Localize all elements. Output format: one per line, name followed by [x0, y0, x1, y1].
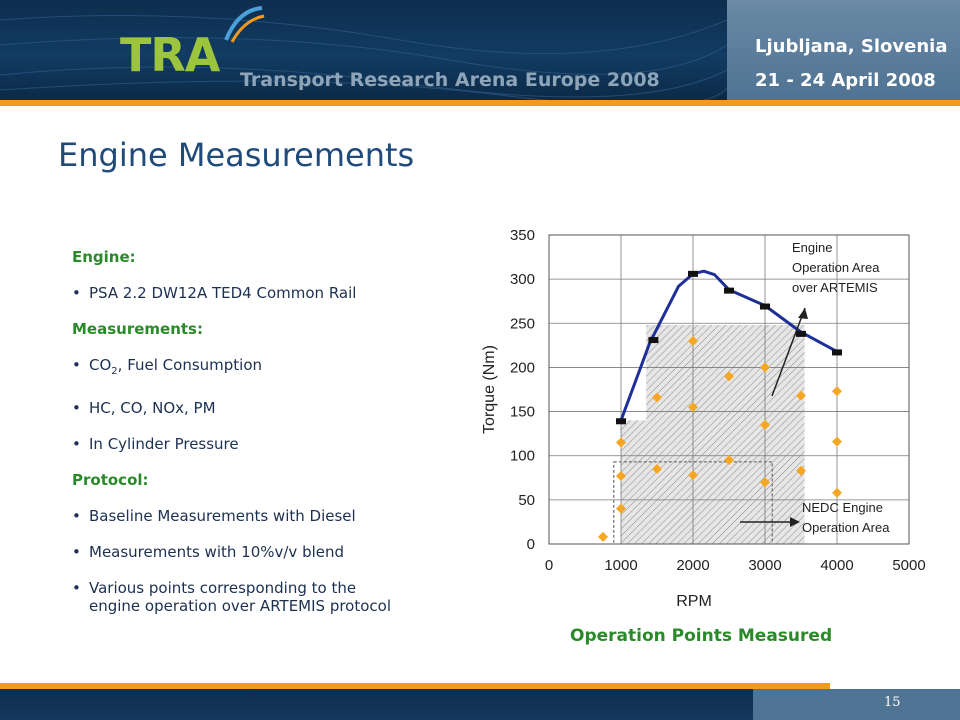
y-tick-label: 300: [510, 271, 535, 288]
header-banner: TRA Transport Research Arena Europe 2008…: [0, 0, 960, 100]
logo-swoosh-icon: [224, 6, 265, 43]
annotation-nedc-label: Operation Area: [802, 520, 890, 535]
page-number: 15: [884, 695, 901, 710]
engine-item: PSA 2.2 DW12A TED4 Common Rail: [72, 284, 422, 302]
y-tick-label: 350: [510, 227, 535, 244]
protocol-item-artemis: Various points corresponding to the engi…: [72, 579, 399, 615]
footer-accent-bar: [0, 683, 830, 689]
event-dates: 21 - 24 April 2008: [755, 70, 936, 91]
y-tick-label: 100: [510, 448, 535, 465]
annotation-artemis-arrow: [771, 307, 806, 397]
operation-point: [724, 371, 734, 382]
measurement-item-emissions: HC, CO, NOx, PM: [72, 399, 422, 417]
protocol-item-blend: Measurements with 10%v/v blend: [72, 543, 422, 561]
curve-marker: [760, 303, 770, 310]
operation-point: [598, 531, 608, 542]
operation-point: [688, 470, 698, 481]
operation-point: [688, 402, 698, 413]
operation-point: [760, 477, 770, 488]
curve-marker: [688, 270, 698, 277]
annotation-nedc-arrowhead: [790, 517, 800, 527]
protocol-header: Protocol:: [72, 471, 149, 489]
plot-frame: [548, 234, 910, 545]
x-tick-label: 0: [545, 557, 553, 574]
logo-tra: TRA: [120, 28, 220, 82]
curve-marker: [832, 349, 842, 356]
operation-point: [832, 386, 842, 397]
co2-subscript: 2: [111, 366, 118, 377]
annotation-nedc-label: NEDC Engine: [802, 500, 883, 515]
protocol-item-diesel: Baseline Measurements with Diesel: [72, 507, 422, 525]
operation-point: [760, 362, 770, 373]
x-tick-label: 4000: [820, 557, 853, 574]
curve-marker: [724, 287, 734, 294]
x-tick-label: 3000: [748, 557, 781, 574]
operation-point: [832, 436, 842, 447]
curve-marker: [648, 337, 659, 344]
operation-point: [796, 390, 806, 401]
annotation-artemis-label: over ARTEMIS: [792, 280, 878, 295]
curve-marker: [796, 330, 806, 337]
operation-point: [760, 419, 770, 430]
bullet-list: Engine: PSA 2.2 DW12A TED4 Common Rail M…: [72, 248, 422, 633]
operation-point: [832, 487, 842, 498]
banner-subtitle: Transport Research Arena Europe 2008: [240, 69, 660, 91]
annotation-artemis-label: Operation Area: [792, 260, 880, 275]
torque-rpm-chart: 0 1000 2000 3000 4000 5000 0 50 100 150 200 250 300 3…: [481, 227, 926, 610]
operation-point: [616, 471, 626, 482]
x-axis-label: RPM: [676, 593, 712, 610]
slide-title: Engine Measurements: [58, 136, 415, 174]
max-torque-curve: [619, 269, 838, 421]
header-accent-bar: [0, 100, 960, 106]
y-tick-label: 250: [510, 315, 535, 332]
y-axis-label: Torque (Nm): [481, 345, 498, 434]
operation-point: [688, 335, 698, 346]
artemis-area: [621, 325, 805, 544]
measurements-header: Measurements:: [72, 320, 203, 338]
y-tick-label: 50: [518, 492, 535, 509]
y-tick-label: 0: [527, 536, 535, 553]
annotation-artemis-label: Engine: [792, 240, 832, 255]
operation-point: [616, 503, 626, 514]
operation-point: [652, 463, 662, 474]
x-tick-label: 1000: [604, 557, 637, 574]
banner-decoration: [0, 15, 727, 100]
chart-caption: Operation Points Measured: [570, 626, 833, 646]
operation-point: [724, 455, 734, 466]
curve-marker: [616, 418, 626, 425]
y-tick-label: 150: [510, 404, 535, 421]
banner-event-panel: [727, 0, 960, 100]
operation-point: [616, 437, 626, 448]
y-tick-label: 200: [510, 359, 535, 376]
annotation-artemis-arrowhead: [798, 308, 808, 319]
event-city: Ljubljana, Slovenia: [755, 36, 948, 57]
co2-rest: , Fuel Consumption: [117, 356, 263, 374]
x-tick-label: 2000: [676, 557, 709, 574]
operation-point: [652, 392, 662, 403]
operation-point: [796, 465, 806, 476]
co2-label: CO: [89, 356, 112, 374]
engine-header: Engine:: [72, 248, 136, 266]
footer-panel: [753, 689, 960, 720]
measurement-item-co2: CO2, Fuel Consumption: [72, 356, 422, 381]
x-tick-label: 5000: [892, 557, 925, 574]
measurement-item-pressure: In Cylinder Pressure: [72, 435, 422, 453]
